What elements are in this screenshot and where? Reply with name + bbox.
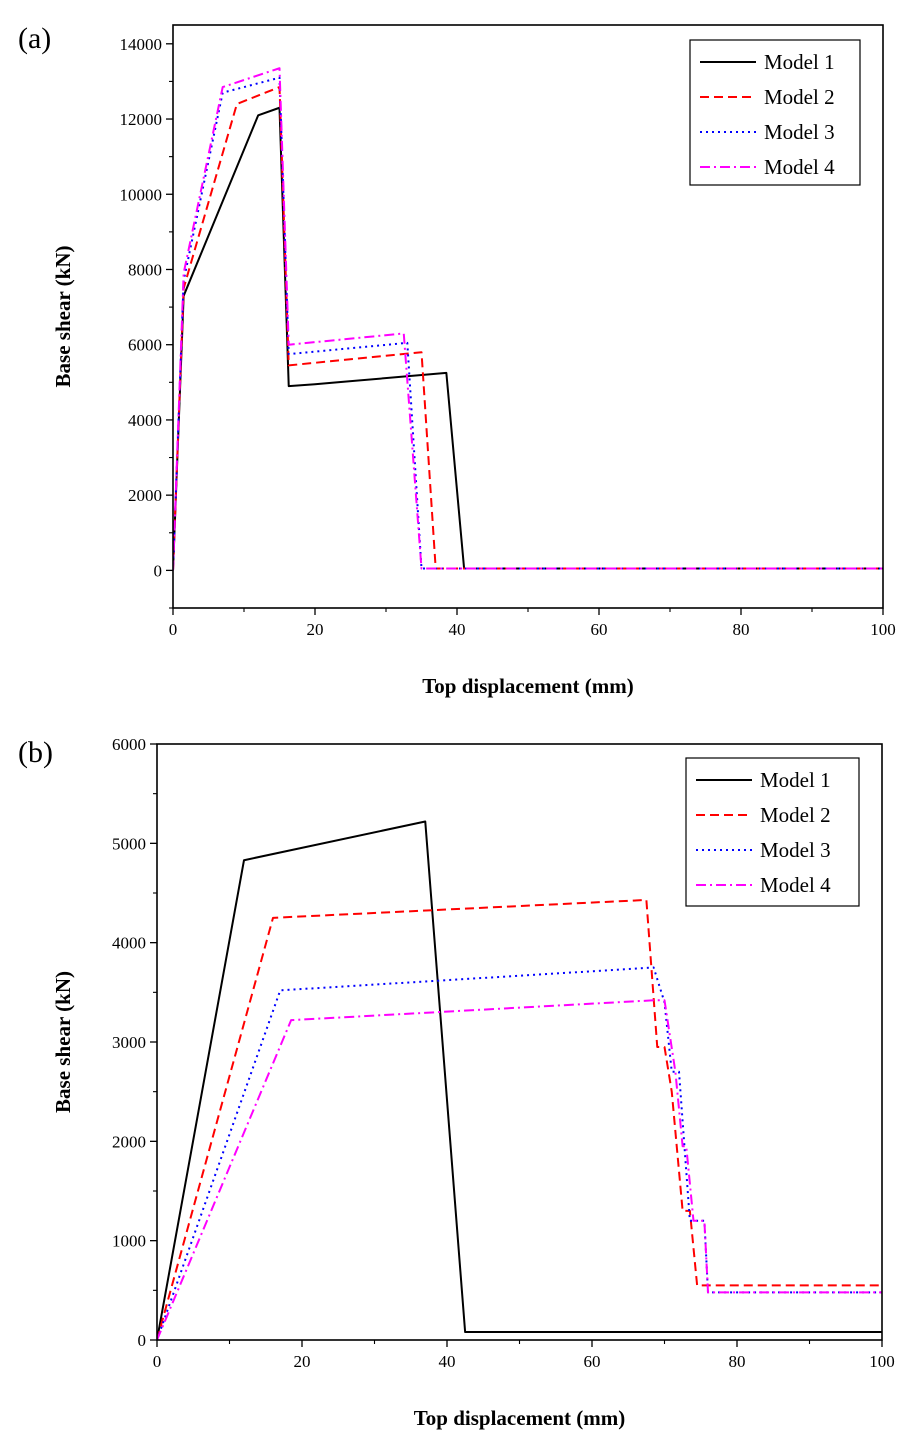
x-tick-label: 60 [584, 1352, 601, 1371]
panel-label: (b) [18, 736, 53, 769]
x-tick-label: 40 [449, 620, 466, 639]
series-line-model-1 [157, 820, 882, 1340]
legend-label-model-2: Model 2 [764, 85, 835, 109]
legend-label-model-4: Model 4 [760, 873, 831, 897]
y-tick-label: 5000 [112, 834, 146, 853]
x-tick-label: 0 [169, 620, 178, 639]
x-axis-title: Top displacement (mm) [422, 674, 634, 698]
y-tick-label: 12000 [120, 110, 163, 129]
series-line-model-4 [157, 999, 882, 1340]
x-tick-label: 80 [729, 1352, 746, 1371]
y-tick-label: 8000 [128, 260, 162, 279]
x-tick-label: 100 [869, 1352, 895, 1371]
y-tick-label: 4000 [112, 934, 146, 953]
x-tick-label: 40 [439, 1352, 456, 1371]
legend-label-model-2: Model 2 [760, 803, 831, 827]
y-tick-label: 14000 [120, 35, 163, 54]
legend-label-model-1: Model 1 [760, 768, 831, 792]
y-tick-label: 2000 [112, 1132, 146, 1151]
x-tick-label: 20 [307, 620, 324, 639]
y-tick-label: 10000 [120, 185, 163, 204]
y-tick-label: 4000 [128, 411, 162, 430]
y-tick-label: 3000 [112, 1033, 146, 1052]
y-tick-label: 6000 [128, 336, 162, 355]
y-tick-label: 1000 [112, 1232, 146, 1251]
legend: Model 1 Model 2 Model 3 Model 4 [685, 757, 860, 907]
series-line-model-1 [173, 106, 883, 571]
x-axis-title: Top displacement (mm) [414, 1406, 626, 1430]
x-tick-label: 20 [294, 1352, 311, 1371]
y-tick-label: 0 [154, 561, 163, 580]
panel-label: (a) [18, 22, 51, 55]
legend-label-model-3: Model 3 [760, 838, 831, 862]
x-tick-label: 0 [153, 1352, 162, 1371]
legend-label-model-4: Model 4 [764, 155, 835, 179]
legend-label-model-3: Model 3 [764, 120, 835, 144]
chart-panel-b: (b)0 20 40 60 80 1000100020003000400050006000… [18, 735, 895, 1430]
legend-label-model-1: Model 1 [764, 50, 835, 74]
chart-panel-a: (a) 0 20 40 60 80 100 0 2000 4000 6000 8000 10000 120… [18, 22, 896, 698]
y-tick-label: 2000 [128, 486, 162, 505]
x-tick-label: 80 [733, 620, 750, 639]
series-line-model-3 [157, 966, 882, 1340]
series-line-model-4 [173, 67, 883, 571]
x-tick-label: 100 [870, 620, 896, 639]
legend-box [689, 39, 861, 186]
y-axis-title: Base shear (kN) [51, 246, 75, 388]
y-axis-title: Base shear (kN) [51, 971, 75, 1113]
legend: Model 1 Model 2 Model 3 Model 4 [689, 39, 861, 186]
y-tick-label: 6000 [112, 735, 146, 754]
x-tick-label: 60 [591, 620, 608, 639]
series-line-model-2 [157, 898, 882, 1340]
y-tick-label: 0 [138, 1331, 147, 1350]
legend-box [685, 757, 860, 907]
